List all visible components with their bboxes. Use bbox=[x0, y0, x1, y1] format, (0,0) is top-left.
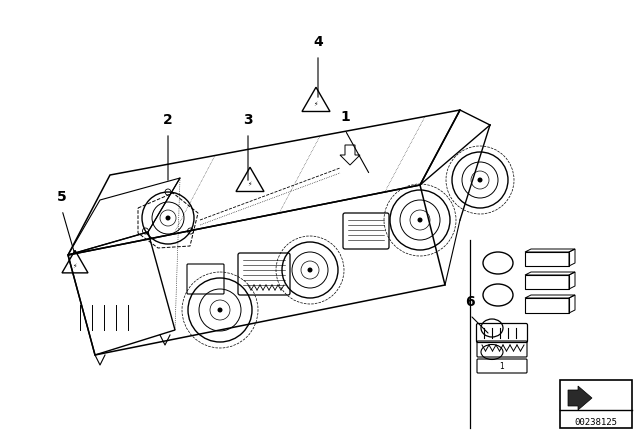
Text: 4: 4 bbox=[313, 35, 323, 49]
Circle shape bbox=[218, 307, 223, 313]
Circle shape bbox=[307, 267, 312, 272]
Text: 3: 3 bbox=[243, 113, 253, 127]
Circle shape bbox=[477, 177, 483, 182]
Circle shape bbox=[417, 217, 422, 223]
Text: 00238125: 00238125 bbox=[575, 418, 618, 426]
Text: ⚡: ⚡ bbox=[314, 102, 318, 107]
Bar bbox=[560, 380, 632, 428]
Text: ⚡: ⚡ bbox=[73, 263, 77, 269]
Text: 2: 2 bbox=[163, 113, 173, 127]
Text: 1: 1 bbox=[340, 110, 350, 124]
Text: ⚡: ⚡ bbox=[248, 182, 252, 187]
Circle shape bbox=[166, 215, 170, 220]
Text: 6: 6 bbox=[465, 295, 475, 309]
Text: 5: 5 bbox=[57, 190, 67, 204]
Text: 1: 1 bbox=[500, 362, 504, 370]
Polygon shape bbox=[568, 386, 592, 410]
